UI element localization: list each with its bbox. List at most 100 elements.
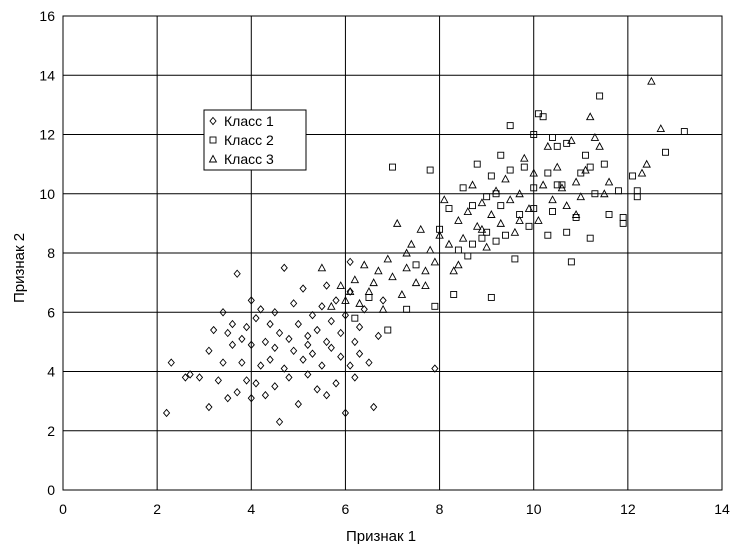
legend-label-class-3: Класс 3 [224, 151, 274, 167]
data-point-class-2 [520, 163, 528, 171]
data-point-class-1 [285, 373, 293, 382]
data-point-class-2 [487, 293, 495, 301]
data-point-class-1 [346, 361, 354, 370]
data-point-class-2 [497, 151, 505, 159]
y-tick-label: 4 [47, 364, 55, 380]
data-point-class-3 [501, 174, 510, 183]
data-point-class-3 [364, 287, 374, 295]
data-point-class-1 [341, 408, 350, 418]
data-point-class-1 [294, 319, 302, 329]
data-point-class-3 [491, 186, 501, 195]
data-point-class-2 [502, 231, 509, 239]
data-point-class-1 [290, 346, 298, 355]
data-point-class-3 [571, 177, 581, 186]
data-point-class-3 [355, 298, 364, 307]
data-point-class-2 [586, 163, 594, 171]
data-point-class-2 [614, 187, 622, 195]
data-point-class-3 [576, 192, 586, 201]
data-point-class-3 [425, 245, 435, 254]
data-point-class-1 [238, 358, 246, 367]
data-point-class-2 [431, 302, 439, 310]
data-point-class-3 [392, 218, 402, 227]
data-point-class-1 [271, 343, 279, 352]
x-tick-label: 14 [714, 501, 730, 517]
data-point-class-2 [464, 252, 472, 260]
plot-frame [62, 15, 723, 491]
data-point-class-3 [402, 248, 411, 257]
data-point-class-3 [543, 141, 553, 150]
data-point-class-2 [596, 92, 604, 100]
data-point-class-1 [271, 308, 279, 317]
x-tick-label: 0 [59, 501, 67, 517]
legend-label-class-1: Класс 1 [224, 113, 274, 129]
data-point-class-2 [662, 148, 669, 156]
data-point-class-1 [219, 308, 227, 317]
data-point-class-3 [402, 263, 411, 272]
data-point-class-1 [280, 263, 288, 273]
data-point-class-3 [477, 224, 487, 233]
data-point-class-2 [469, 240, 476, 248]
y-tick-label: 16 [39, 8, 55, 24]
legend-marker-class-1 [209, 116, 217, 126]
data-point-class-3 [595, 141, 604, 150]
data-point-class-3 [510, 227, 520, 236]
data-point-class-3 [529, 168, 538, 177]
data-point-class-1 [205, 402, 213, 412]
data-point-class-1 [370, 402, 378, 412]
data-point-class-2 [544, 231, 552, 239]
data-point-class-3 [411, 278, 421, 287]
data-point-class-2 [511, 255, 519, 263]
data-point-class-3 [350, 275, 360, 284]
x-tick-labels: 0 2 4 6 8 10 12 14 [59, 501, 730, 517]
data-point-class-3 [505, 195, 515, 204]
data-point-class-3 [642, 159, 651, 168]
legend-box [203, 109, 307, 171]
data-point-class-1 [299, 284, 307, 293]
data-point-class-1 [186, 370, 194, 379]
data-point-class-3 [458, 233, 468, 242]
data-point-class-2 [450, 291, 458, 298]
data-point-class-1 [346, 287, 354, 296]
data-point-class-3 [383, 254, 393, 263]
data-point-class-2 [605, 211, 613, 218]
data-point-class-1 [233, 388, 241, 397]
data-point-class-1 [195, 373, 204, 382]
data-point-class-3 [534, 215, 543, 224]
data-point-class-3 [317, 263, 327, 272]
data-point-class-3 [454, 215, 463, 224]
y-tick-label: 2 [47, 423, 55, 439]
data-point-class-3 [435, 230, 444, 239]
data-point-class-1 [346, 257, 354, 267]
legend: Класс 1 Класс 2 Класс 3 [203, 109, 307, 171]
data-point-class-2 [487, 172, 495, 180]
data-point-class-2 [426, 166, 434, 174]
data-points [162, 76, 688, 427]
data-point-class-1 [355, 349, 364, 358]
data-point-class-1 [299, 355, 307, 364]
data-point-class-2 [619, 213, 627, 221]
data-point-class-3 [562, 201, 571, 210]
data-point-class-2 [539, 113, 547, 121]
data-point-class-2 [483, 193, 491, 201]
x-tick-label: 2 [153, 501, 161, 517]
data-point-class-3 [656, 124, 666, 133]
data-point-class-1 [252, 313, 260, 323]
data-point-class-1 [247, 340, 255, 350]
data-point-class-2 [549, 208, 556, 215]
data-point-class-3 [369, 278, 378, 287]
data-point-class-1 [374, 331, 382, 341]
y-tick-label: 10 [39, 186, 55, 202]
data-point-class-3 [637, 168, 647, 177]
data-point-class-1 [323, 337, 331, 347]
data-point-class-2 [469, 202, 476, 210]
data-point-class-3 [585, 112, 595, 121]
data-point-class-1 [242, 322, 251, 332]
data-point-class-1 [210, 325, 218, 335]
data-point-class-1 [219, 358, 227, 367]
data-point-class-3 [378, 304, 388, 313]
data-point-class-3 [472, 221, 482, 230]
data-point-class-2 [530, 184, 538, 192]
legend-marker-class-2 [209, 136, 217, 144]
data-point-class-1 [257, 361, 265, 370]
